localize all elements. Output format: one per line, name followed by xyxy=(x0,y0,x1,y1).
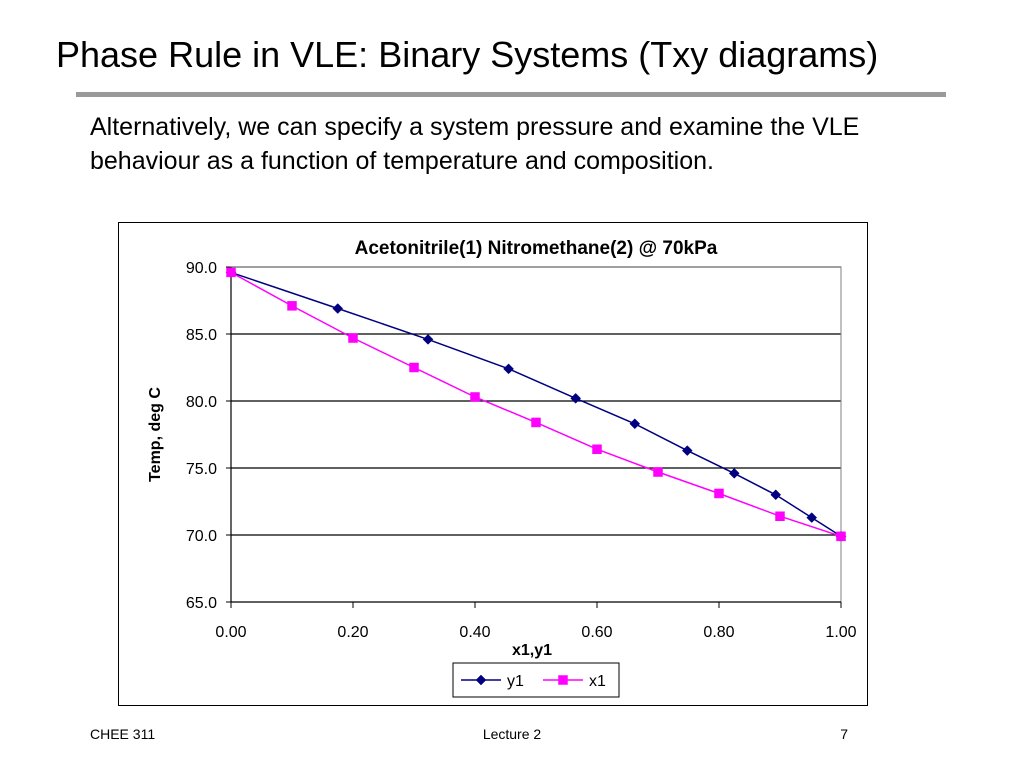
data-point-y1 xyxy=(629,418,641,430)
data-point-x1 xyxy=(836,531,846,542)
y-tick-label: 65.0 xyxy=(186,595,217,612)
data-point-y1 xyxy=(503,363,514,375)
y-tick-label: 70.0 xyxy=(186,528,217,545)
y-tick-label: 85.0 xyxy=(186,327,217,344)
data-point-y1 xyxy=(570,392,582,404)
data-point-x1 xyxy=(653,467,663,477)
y-tick-label: 90.0 xyxy=(186,260,217,277)
chart-area: Acetonitrile(1) Nitromethane(2) @ 70kPa 6… xyxy=(118,222,868,706)
footer-lecture: Lecture 2 xyxy=(482,726,542,742)
x-tick-label: 0.80 xyxy=(703,624,734,641)
data-point-y1 xyxy=(475,674,487,686)
x-tick-label: 0.20 xyxy=(337,624,368,641)
body-paragraph: Alternatively, we can specify a system p… xyxy=(90,113,860,175)
x-tick-label: 0.00 xyxy=(215,624,246,641)
footer-course: CHEE 311 xyxy=(90,726,156,742)
data-point-x1 xyxy=(470,392,480,402)
series-line-x1 xyxy=(230,271,842,538)
data-point-x1 xyxy=(226,267,236,278)
x-tick-label: 0.60 xyxy=(581,624,612,641)
data-point-y1 xyxy=(681,445,693,456)
data-point-y1 xyxy=(770,489,782,501)
plot-area-border xyxy=(230,266,842,603)
data-point-y1 xyxy=(806,512,818,523)
data-point-x1 xyxy=(714,488,724,499)
footer-page-number: 7 xyxy=(840,726,848,742)
legend-label-y1: y1 xyxy=(507,673,524,690)
data-point-y1 xyxy=(332,303,344,314)
data-point-x1 xyxy=(558,675,568,685)
x-tick-label: 0.40 xyxy=(459,624,490,641)
title-divider xyxy=(76,92,946,97)
slide-title: Phase Rule in VLE: Binary Systems (Txy d… xyxy=(56,34,879,75)
data-point-x1 xyxy=(409,362,419,373)
data-point-x1 xyxy=(287,301,297,311)
txy-chart: Acetonitrile(1) Nitromethane(2) @ 70kPa 6… xyxy=(147,238,857,698)
data-point-y1 xyxy=(422,334,434,345)
data-point-x1 xyxy=(592,444,602,454)
data-point-x1 xyxy=(531,417,541,428)
x-tick-label: 1.00 xyxy=(825,624,856,641)
legend-label-x1: x1 xyxy=(589,673,606,690)
data-point-x1 xyxy=(348,333,358,343)
y-tick-label: 75.0 xyxy=(186,461,217,478)
y-axis-label: Temp, deg C xyxy=(147,387,164,482)
series-line-y1 xyxy=(230,271,842,537)
data-point-x1 xyxy=(775,511,785,521)
chart-title: Acetonitrile(1) Nitromethane(2) @ 70kPa xyxy=(355,238,718,259)
data-point-y1 xyxy=(728,468,740,479)
x-axis-label: x1,y1 xyxy=(512,642,552,659)
y-tick-label: 80.0 xyxy=(186,394,217,411)
